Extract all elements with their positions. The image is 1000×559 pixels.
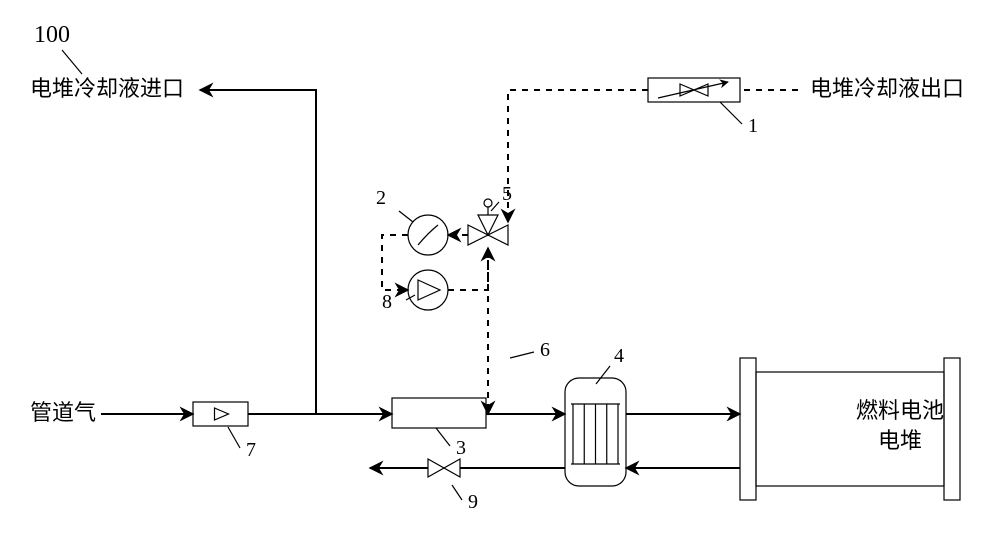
callout-2: 2	[376, 187, 386, 209]
callout-3-leader	[436, 428, 450, 446]
block-7	[193, 402, 248, 426]
edge-8-to-5-bottom	[448, 248, 488, 290]
callout-7-leader	[228, 427, 240, 448]
callout-6-leader	[510, 352, 534, 358]
coolant-inlet-label: 电堆冷却液进口	[30, 76, 184, 101]
callout-9-leader	[452, 485, 462, 500]
valve-9	[428, 459, 460, 477]
ref-100-label-leader	[62, 50, 82, 74]
callout-8: 8	[382, 291, 392, 313]
callout-9: 9	[468, 491, 478, 513]
edge-coolant-return-up	[200, 90, 316, 414]
callout-4-leader	[596, 366, 610, 384]
three-way-valve-5	[468, 199, 508, 245]
callout-1-leader	[720, 102, 742, 124]
pipeline-gas-label: 管道气	[30, 400, 96, 425]
callout-3: 3	[456, 437, 466, 459]
pump-8	[408, 270, 448, 310]
callout-1: 1	[748, 115, 758, 137]
block-3	[392, 398, 486, 428]
throttle-valve-1	[648, 78, 740, 102]
sensor-2	[408, 215, 448, 255]
ref-100-label: 100	[34, 22, 70, 48]
edge-2-to-8-loop	[382, 235, 408, 290]
stack-label-line2: 电堆	[878, 428, 922, 453]
fuel-cell-stack	[740, 358, 960, 500]
callout-4: 4	[614, 345, 624, 367]
edge-1-to-5	[508, 90, 648, 222]
callout-7: 7	[246, 439, 256, 461]
diagram-canvas: 100 电堆冷却液进口 电堆冷却液出口管道气 燃料电池电堆 1 2 5 8 6 4 7 3 9	[0, 0, 1000, 559]
callout-6: 6	[540, 339, 550, 361]
callout-2-leader	[399, 211, 413, 222]
heat-exchanger-4	[565, 378, 626, 486]
coolant-outlet-label: 电堆冷却液出口	[810, 76, 964, 101]
stack-label-line1: 燃料电池	[856, 398, 944, 423]
callout-5: 5	[502, 183, 512, 205]
